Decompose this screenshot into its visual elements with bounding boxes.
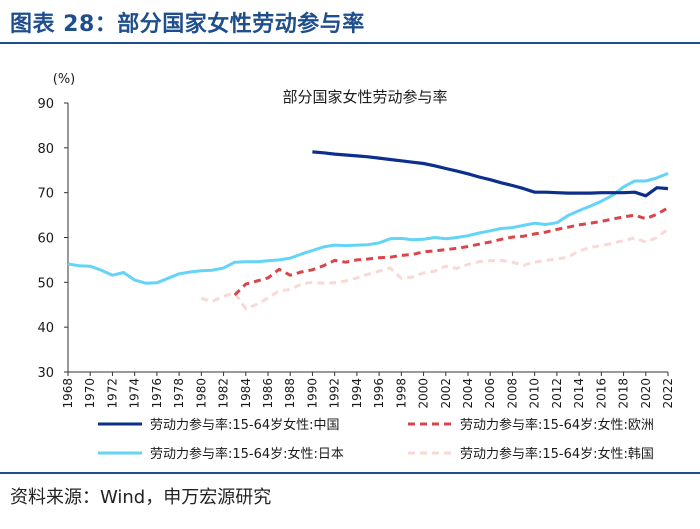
x-tick-label: 1978 [172, 378, 186, 409]
series-line-china [312, 150, 669, 198]
legend-entry-europe: 劳动力参与率:15-64岁:女性:欧洲 [408, 414, 654, 433]
x-tick-label: 1980 [194, 378, 208, 409]
legend-entry-japan: 劳动力参与率:15-64岁:女性:日本 [98, 443, 344, 462]
legend-entry-korea: 劳动力参与率:15-64岁:女性:韩国 [408, 443, 654, 462]
x-tick-label: 1990 [305, 378, 319, 409]
x-tick-label: 2002 [439, 378, 453, 409]
x-tick-label: 1998 [394, 378, 408, 409]
x-tick-label: 1982 [217, 378, 231, 409]
series-line-korea [200, 227, 669, 311]
y-tick-label: 40 [37, 321, 54, 336]
legend-label-europe: 劳动力参与率:15-64岁:女性:欧洲 [460, 418, 654, 433]
y-tick-label: 30 [37, 366, 54, 381]
chart: 部分国家女性劳动参与率 (%) 30 40 50 60 70 80 90 1968 1970 19… [37, 72, 675, 409]
y-tick-label: 60 [37, 232, 54, 247]
x-tick-label: 2022 [661, 378, 675, 409]
x-tick-label: 1972 [105, 378, 119, 409]
legend-swatch-japan [98, 451, 142, 454]
series-line-europe [233, 206, 669, 296]
legend-label-korea: 劳动力参与率:15-64岁:女性:韩国 [460, 447, 654, 462]
x-tick-label: 2014 [572, 378, 586, 409]
y-tick-label: 90 [37, 97, 54, 112]
y-axis-unit-label: (%) [53, 72, 76, 87]
x-tick-label: 2016 [594, 378, 608, 409]
y-tick-label: 50 [37, 276, 54, 291]
source-note: 资料来源：Wind，申万宏源研究 [10, 487, 272, 508]
x-tick-label: 1968 [61, 378, 75, 409]
x-tick-label: 2018 [617, 378, 631, 409]
legend-swatch-korea [408, 451, 452, 454]
x-tick-label: 2008 [505, 378, 519, 409]
figure-title: 图表 28：部分国家女性劳动参与率 [10, 12, 365, 37]
y-tick-label: 70 [37, 187, 54, 202]
x-tick-label: 1986 [261, 378, 275, 409]
legend-entry-china: 劳动力参与率:15-64岁女性:中国 [98, 414, 340, 433]
title-rule [0, 42, 700, 44]
x-tick-label: 1984 [239, 378, 253, 409]
x-tick-label: 1994 [350, 378, 364, 409]
chart-title: 部分国家女性劳动参与率 [282, 88, 447, 106]
x-tick-label: 1970 [83, 378, 97, 409]
x-tick-label: 2012 [550, 378, 564, 409]
x-tick-label: 1996 [372, 378, 386, 409]
x-tick-label: 2006 [483, 378, 497, 409]
x-tick-label: 2000 [417, 378, 431, 409]
y-tick-label: 80 [37, 142, 54, 157]
x-tick-label: 2020 [639, 378, 653, 409]
x-tick-label: 2004 [461, 378, 475, 409]
x-tick-label: 1974 [128, 378, 142, 409]
x-tick-label: 1988 [283, 378, 297, 409]
x-tick-label: 1976 [150, 378, 164, 409]
legend-label-japan: 劳动力参与率:15-64岁:女性:日本 [150, 447, 344, 462]
legend-label-china: 劳动力参与率:15-64岁女性:中国 [150, 418, 340, 433]
bottom-rule [0, 472, 700, 474]
x-tick-label: 2010 [528, 378, 542, 409]
legend-swatch-europe [408, 422, 452, 425]
legend-swatch-china [98, 422, 142, 425]
x-tick-label: 1992 [328, 378, 342, 409]
series-line-japan [67, 172, 669, 285]
